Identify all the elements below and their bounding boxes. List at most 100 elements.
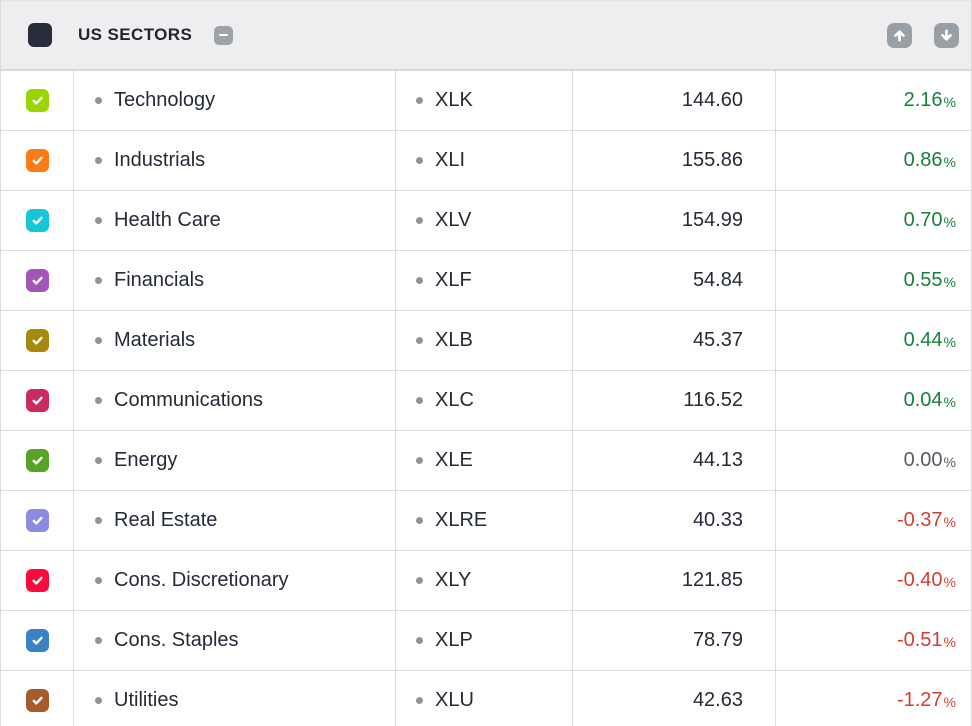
bullet-icon — [416, 697, 423, 704]
move-up-button[interactable] — [887, 22, 912, 48]
sector-name: Energy — [114, 449, 178, 471]
sector-cell: Energy — [74, 431, 396, 490]
price-cell: 116.52 — [573, 371, 776, 430]
bullet-icon — [416, 637, 423, 644]
table-row[interactable]: Financials XLF 54.84 0.55 % — [1, 251, 971, 311]
row-checkbox[interactable] — [25, 269, 49, 292]
bullet-icon — [416, 517, 423, 524]
percent-sign: % — [943, 394, 956, 410]
row-checkbox[interactable] — [25, 209, 49, 232]
change-value: 0.86 — [903, 149, 943, 171]
ticker-symbol: XLE — [435, 449, 473, 471]
table-row[interactable]: Technology XLK 144.60 2.16 % — [1, 71, 971, 131]
change-value: -0.40 — [896, 569, 943, 591]
row-checkbox[interactable] — [25, 329, 49, 352]
price-value: 54.84 — [692, 269, 743, 291]
price-cell: 40.33 — [573, 491, 776, 550]
change-cell: -0.40 % — [776, 551, 971, 610]
change-value: -0.37 — [896, 509, 943, 531]
change-value: 0.00 — [903, 449, 943, 471]
bullet-icon — [95, 97, 102, 104]
checkbox-cell — [1, 131, 74, 190]
bullet-icon — [416, 337, 423, 344]
table-row[interactable]: Utilities XLU 42.63 -1.27 % — [1, 671, 971, 726]
symbol-cell: XLP — [396, 611, 573, 670]
symbol-cell: XLI — [396, 131, 573, 190]
symbol-cell: XLY — [396, 551, 573, 610]
change-value: -1.27 — [896, 689, 943, 711]
price-cell: 78.79 — [573, 611, 776, 670]
collapse-button[interactable] — [214, 25, 234, 45]
ticker-symbol: XLP — [435, 629, 473, 651]
arrow-up-icon — [892, 28, 907, 43]
table-row[interactable]: Industrials XLI 155.86 0.86 % — [1, 131, 971, 191]
row-checkbox[interactable] — [25, 449, 49, 472]
sector-cell: Materials — [74, 311, 396, 370]
symbol-cell: XLRE — [396, 491, 573, 550]
sector-cell: Cons. Discretionary — [74, 551, 396, 610]
ticker-symbol: XLU — [435, 689, 474, 711]
row-checkbox[interactable] — [25, 689, 49, 712]
symbol-cell: XLC — [396, 371, 573, 430]
row-checkbox[interactable] — [25, 89, 49, 112]
minus-icon — [219, 33, 229, 37]
percent-sign: % — [943, 694, 956, 710]
percent-sign: % — [943, 214, 956, 230]
price-cell: 144.60 — [573, 71, 776, 130]
watchlist-header: US SECTORS — [1, 1, 971, 71]
ticker-symbol: XLB — [435, 329, 473, 351]
change-cell: -0.51 % — [776, 611, 971, 670]
sector-cell: Health Care — [74, 191, 396, 250]
bullet-icon — [95, 157, 102, 164]
sector-cell: Real Estate — [74, 491, 396, 550]
checkmark-icon — [31, 334, 44, 347]
table-row[interactable]: Communications XLC 116.52 0.04 % — [1, 371, 971, 431]
price-value: 154.99 — [681, 209, 743, 231]
move-down-button[interactable] — [934, 22, 959, 48]
sector-cell: Industrials — [74, 131, 396, 190]
table-row[interactable]: Energy XLE 44.13 0.00 % — [1, 431, 971, 491]
percent-sign: % — [943, 274, 956, 290]
bullet-icon — [416, 157, 423, 164]
checkbox-cell — [1, 251, 74, 310]
checkbox-cell — [1, 431, 74, 490]
bullet-icon — [416, 397, 423, 404]
percent-sign: % — [943, 154, 956, 170]
bullet-icon — [95, 397, 102, 404]
row-checkbox[interactable] — [25, 569, 49, 592]
row-checkbox[interactable] — [25, 389, 49, 412]
checkbox-cell — [1, 311, 74, 370]
table-row[interactable]: Health Care XLV 154.99 0.70 % — [1, 191, 971, 251]
rows-container: Technology XLK 144.60 2.16 % Industrials — [1, 71, 971, 726]
percent-sign: % — [943, 334, 956, 350]
bullet-icon — [95, 457, 102, 464]
price-cell: 42.63 — [573, 671, 776, 726]
change-cell: 0.55 % — [776, 251, 971, 310]
table-row[interactable]: Cons. Staples XLP 78.79 -0.51 % — [1, 611, 971, 671]
row-checkbox[interactable] — [25, 629, 49, 652]
row-checkbox[interactable] — [25, 149, 49, 172]
percent-sign: % — [943, 94, 956, 110]
change-value: -0.51 — [896, 629, 943, 651]
price-value: 144.60 — [681, 89, 743, 111]
change-value: 0.44 — [903, 329, 943, 351]
table-row[interactable]: Real Estate XLRE 40.33 -0.37 % — [1, 491, 971, 551]
sector-name: Health Care — [114, 209, 221, 231]
price-value: 116.52 — [683, 389, 743, 411]
row-checkbox[interactable] — [25, 509, 49, 532]
checkbox-cell — [1, 611, 74, 670]
checkmark-icon — [31, 514, 44, 527]
checkmark-icon — [31, 634, 44, 647]
select-all-checkbox[interactable] — [28, 23, 52, 47]
table-row[interactable]: Cons. Discretionary XLY 121.85 -0.40 % — [1, 551, 971, 611]
bullet-icon — [95, 277, 102, 284]
ticker-symbol: XLC — [435, 389, 474, 411]
bullet-icon — [95, 517, 102, 524]
change-cell: 0.70 % — [776, 191, 971, 250]
checkbox-cell — [1, 551, 74, 610]
sector-name: Financials — [114, 269, 205, 291]
arrow-down-icon — [939, 28, 954, 43]
table-row[interactable]: Materials XLB 45.37 0.44 % — [1, 311, 971, 371]
bullet-icon — [95, 217, 102, 224]
